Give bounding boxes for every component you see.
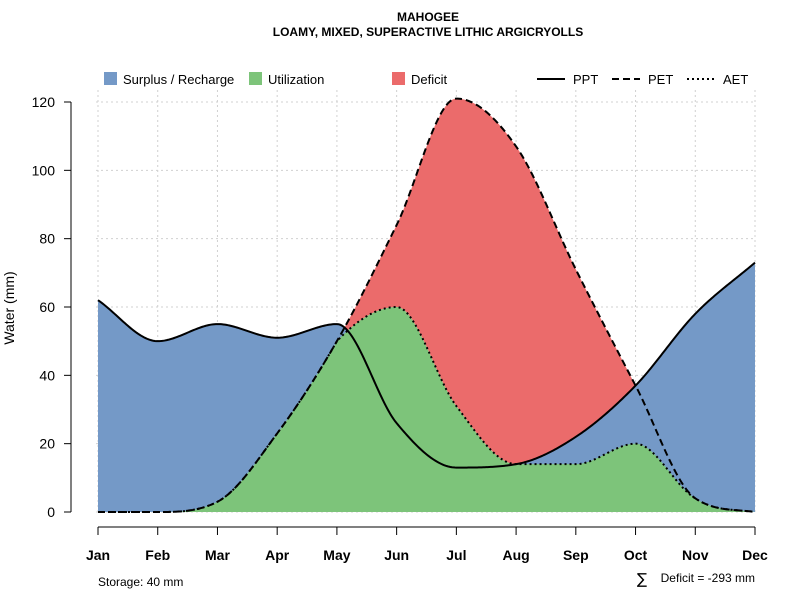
x-tick-label: Jan [86, 547, 110, 563]
x-tick-label: Nov [682, 547, 709, 563]
y-tick-label: 0 [47, 504, 55, 520]
series-line-ppt [97, 261, 756, 469]
x-tick-label: May [323, 547, 350, 563]
legend-swatch-surplus [104, 72, 117, 85]
y-tick-label: 40 [39, 367, 55, 383]
storage-note: Storage: 40 mm [98, 575, 183, 589]
x-tick-label: Oct [624, 547, 648, 563]
area-surplus-recharge [98, 262, 755, 512]
area-layer [98, 98, 755, 512]
legend-label-ppt: PPT [573, 72, 598, 87]
axes: 0 20 40 60 80 100 120 Jan Feb Mar Apr May Jun Jul Aug S… [32, 94, 768, 563]
x-tick-label: Dec [742, 547, 768, 563]
legend-swatch-utilization [249, 72, 262, 85]
x-tick-label: Sep [563, 547, 589, 563]
x-tick-label: Jun [384, 547, 409, 563]
x-tick-label: Aug [502, 547, 529, 563]
area-utilization [98, 307, 755, 512]
x-tick-label: Feb [145, 547, 170, 563]
deficit-note: Deficit = -293 mm [661, 571, 755, 585]
y-tick-label: 80 [39, 231, 55, 247]
y-axis-label: Water (mm) [1, 271, 17, 344]
y-tick-label: 120 [32, 94, 56, 110]
legend-label-utilization: Utilization [268, 72, 324, 87]
sum-symbol: ∑ [637, 570, 647, 588]
legend-label-pet: PET [648, 72, 673, 87]
y-tick-label: 100 [32, 162, 56, 178]
y-tick-label: 20 [39, 436, 55, 452]
x-tick-label: Jul [446, 547, 466, 563]
y-tick-label: 60 [39, 299, 55, 315]
line-layer [97, 97, 756, 513]
legend: Surplus / Recharge Utilization Deficit P… [104, 72, 748, 87]
legend-label-deficit: Deficit [411, 72, 448, 87]
legend-label-aet: AET [723, 72, 748, 87]
legend-swatch-deficit [392, 72, 405, 85]
x-tick-label: Apr [265, 547, 290, 563]
area-deficit [98, 98, 755, 465]
chart-title: MAHOGEE [397, 10, 459, 24]
legend-label-surplus: Surplus / Recharge [123, 72, 234, 87]
x-tick-label: Mar [205, 547, 230, 563]
chart-subtitle: LOAMY, MIXED, SUPERACTIVE LITHIC ARGICRY… [273, 25, 583, 39]
series-line-pet [98, 97, 756, 513]
